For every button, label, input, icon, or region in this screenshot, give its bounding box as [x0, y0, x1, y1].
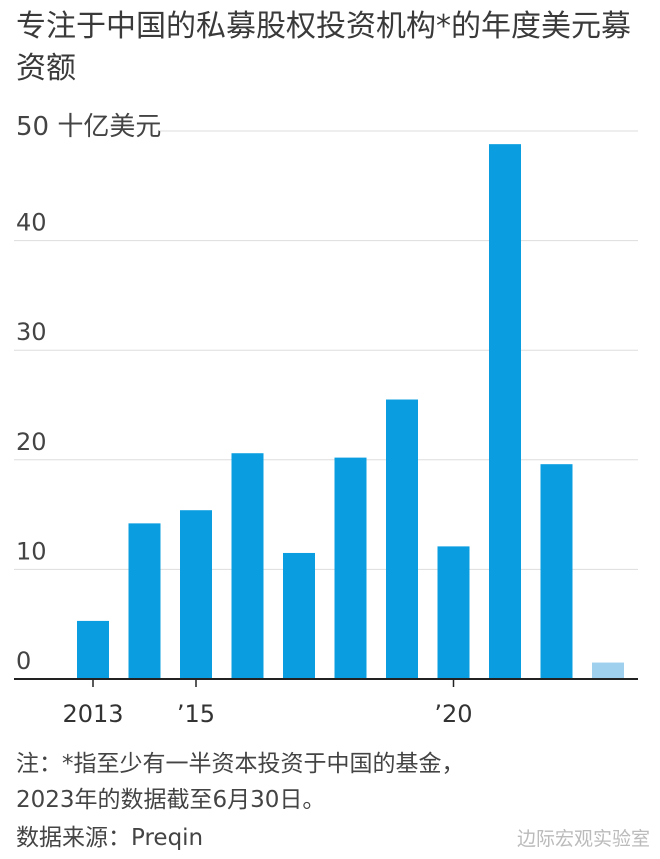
- bar-2023: [592, 662, 624, 679]
- footnote-line-1: 注：*指至少有一半资本投资于中国的基金，: [16, 751, 465, 777]
- y-tick-label-20: 20: [16, 428, 47, 456]
- x-tick-label-2015: ’15: [177, 700, 215, 728]
- bar-2022: [540, 464, 573, 679]
- bar-2016: [231, 453, 264, 679]
- footnote: 注：*指至少有一半资本投资于中国的基金， 2023年的数据截至6月30日。: [16, 746, 465, 818]
- bar-2021: [489, 144, 521, 680]
- y-axis-unit-label: 50 十亿美元: [16, 112, 162, 142]
- bar-2019: [386, 399, 418, 679]
- bar-2017: [283, 552, 315, 679]
- y-tick-label-10: 10: [16, 537, 47, 565]
- bar-2014: [128, 523, 161, 679]
- watermark: 边际宏观实验室: [516, 828, 650, 850]
- x-tick-label-2013: 2013: [62, 700, 123, 728]
- bar-2013: [77, 620, 109, 679]
- y-tick-label-40: 40: [16, 209, 47, 237]
- y-tick-label-30: 30: [16, 318, 47, 346]
- footnote-line-2: 2023年的数据截至6月30日。: [16, 787, 326, 813]
- source-credit: 数据来源：Preqin: [16, 825, 204, 851]
- x-tick-label-2020: ’20: [434, 700, 472, 728]
- y-tick-label-0: 0: [16, 647, 31, 675]
- bar-2020: [437, 546, 470, 679]
- bar-chart: 0 10 20 30 40 2013 ’15 ’20: [14, 130, 638, 728]
- bar-2015: [180, 510, 212, 679]
- chart-title: 专注于中国的私募股权投资机构*的年度美元募资额: [16, 9, 631, 86]
- bar-2018: [334, 457, 367, 679]
